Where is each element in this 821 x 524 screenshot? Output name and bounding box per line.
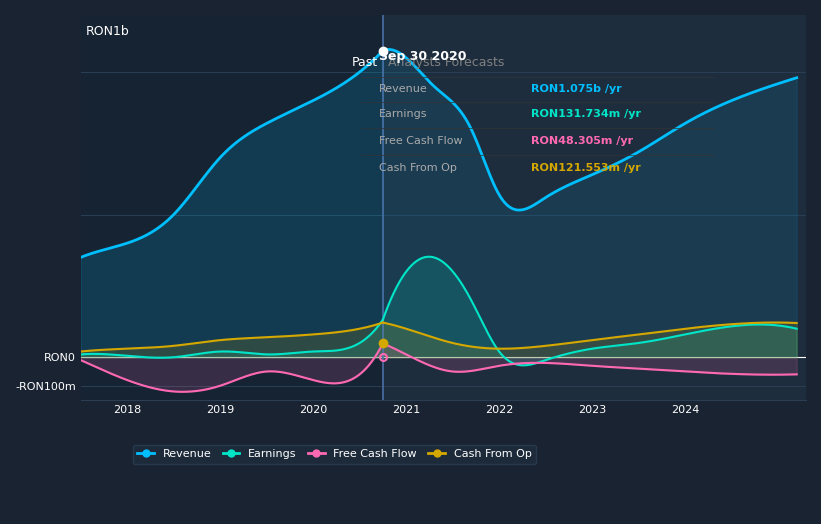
Text: Analysts Forecasts: Analysts Forecasts xyxy=(388,56,504,69)
Text: RON121.553m /yr: RON121.553m /yr xyxy=(530,162,640,173)
Text: Past: Past xyxy=(352,56,378,69)
Text: Sep 30 2020: Sep 30 2020 xyxy=(379,50,466,63)
Text: Free Cash Flow: Free Cash Flow xyxy=(379,136,462,146)
Text: RON131.734m /yr: RON131.734m /yr xyxy=(530,109,640,119)
Text: Revenue: Revenue xyxy=(379,84,428,94)
Bar xyxy=(80,15,383,400)
Legend: Revenue, Earnings, Free Cash Flow, Cash From Op: Revenue, Earnings, Free Cash Flow, Cash … xyxy=(133,445,536,464)
Text: Cash From Op: Cash From Op xyxy=(379,162,456,173)
Bar xyxy=(383,15,806,400)
Text: Earnings: Earnings xyxy=(379,109,428,119)
Text: RON1.075b /yr: RON1.075b /yr xyxy=(530,84,621,94)
Text: RON1b: RON1b xyxy=(85,25,129,38)
Text: RON48.305m /yr: RON48.305m /yr xyxy=(530,136,633,146)
